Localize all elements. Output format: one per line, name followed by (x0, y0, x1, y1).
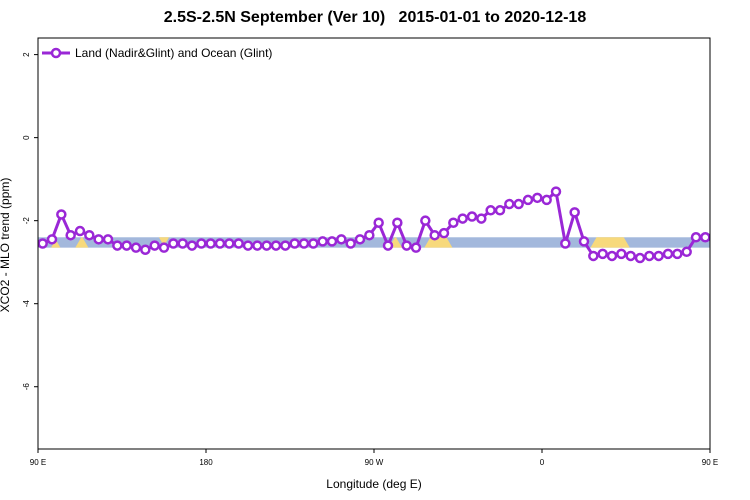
data-point (102, 234, 114, 245)
data-point (46, 234, 58, 245)
y-axis-label: XCO2 - MLO trend (ppm) (0, 178, 12, 313)
y-tick-label: -2 (22, 217, 31, 225)
data-point (662, 248, 674, 260)
y-tick-label: -4 (22, 300, 31, 308)
data-point (700, 232, 710, 243)
data-point (336, 234, 347, 245)
data-point (38, 238, 48, 249)
data-point (550, 186, 562, 197)
data-point (74, 225, 86, 237)
data-point (504, 198, 515, 210)
data-point (345, 238, 356, 249)
land-segment (424, 237, 453, 248)
y-tick-label: 2 (22, 52, 31, 57)
data-point (140, 244, 151, 255)
land-segment (75, 237, 89, 248)
x-tick-label: 90 W (365, 458, 384, 467)
data-point (84, 229, 95, 241)
x-axis: 90 E 180 90 W 0 90 E (30, 449, 718, 467)
data-point (252, 240, 263, 251)
data-point (130, 242, 142, 253)
data-point (168, 238, 179, 249)
data-point (308, 238, 319, 249)
data-point (457, 213, 468, 224)
data-point (158, 242, 170, 253)
data-point (205, 238, 216, 249)
data-point (476, 213, 487, 224)
data-point (569, 207, 580, 218)
data-point (625, 250, 636, 262)
x-tick-label: 90 E (30, 458, 46, 467)
data-point (196, 238, 207, 249)
legend-entry-label: Land (Nadir&Glint) and Ocean (Glint) (75, 46, 272, 60)
data-point (466, 211, 478, 222)
x-tick-label: 90 E (702, 458, 718, 467)
data-point (317, 236, 328, 247)
data-point (354, 234, 366, 245)
data-point (588, 250, 599, 262)
data-point (448, 217, 459, 228)
data-point (112, 240, 123, 251)
data-point (270, 240, 282, 251)
data-point (280, 240, 291, 251)
data-point (485, 205, 496, 216)
data-point (532, 192, 543, 204)
data-point (541, 194, 552, 206)
data-point (606, 250, 618, 262)
data-point (653, 250, 664, 262)
legend: Land (Nadir&Glint) and Ocean (Glint) (42, 46, 272, 60)
data-point (634, 252, 646, 264)
data-point (672, 248, 683, 260)
data-point (224, 238, 235, 249)
data-point (233, 238, 244, 249)
data-point (578, 236, 590, 247)
data-point (56, 209, 67, 220)
data-point (438, 227, 450, 239)
data-point (560, 238, 571, 249)
data-point (298, 238, 310, 249)
chart-title: 2.5S-2.5N September (Ver 10) 2015-01-01 … (163, 9, 587, 26)
legend-marker-swatch (50, 47, 62, 59)
data-point (373, 217, 384, 228)
data-point (149, 240, 160, 251)
data-point (644, 250, 655, 262)
land-segment (590, 237, 630, 248)
x-tick-label: 0 (540, 458, 545, 467)
data-point (616, 248, 627, 260)
data-point (382, 240, 394, 251)
data-point (420, 215, 431, 226)
data-point (177, 238, 188, 249)
data-point (597, 248, 608, 260)
data-point (242, 240, 254, 251)
y-axis: 2 0 -2 -4 -6 (22, 52, 38, 390)
data-point (494, 205, 506, 216)
y-tick-label: -6 (22, 383, 31, 391)
data-point (513, 198, 524, 210)
y-tick-label: 0 (22, 135, 31, 140)
data-point (392, 217, 403, 228)
data-point (410, 242, 422, 253)
data-point (429, 229, 440, 241)
x-tick-label: 180 (199, 458, 213, 467)
data-point (214, 238, 226, 249)
data-point (401, 240, 412, 251)
land-ocean-band (38, 237, 710, 248)
data-point (681, 246, 692, 258)
data-point (93, 234, 104, 245)
series-layer (38, 186, 710, 264)
data-point (364, 229, 375, 241)
data-point (522, 194, 534, 206)
x-axis-label: Longitude (deg E) (326, 477, 421, 491)
data-point (289, 238, 300, 249)
data-point (261, 240, 272, 251)
data-point (121, 240, 132, 251)
data-point (326, 236, 338, 247)
data-point (690, 232, 702, 243)
data-point (65, 229, 76, 241)
ocean-band (38, 237, 710, 248)
data-point (186, 240, 198, 251)
